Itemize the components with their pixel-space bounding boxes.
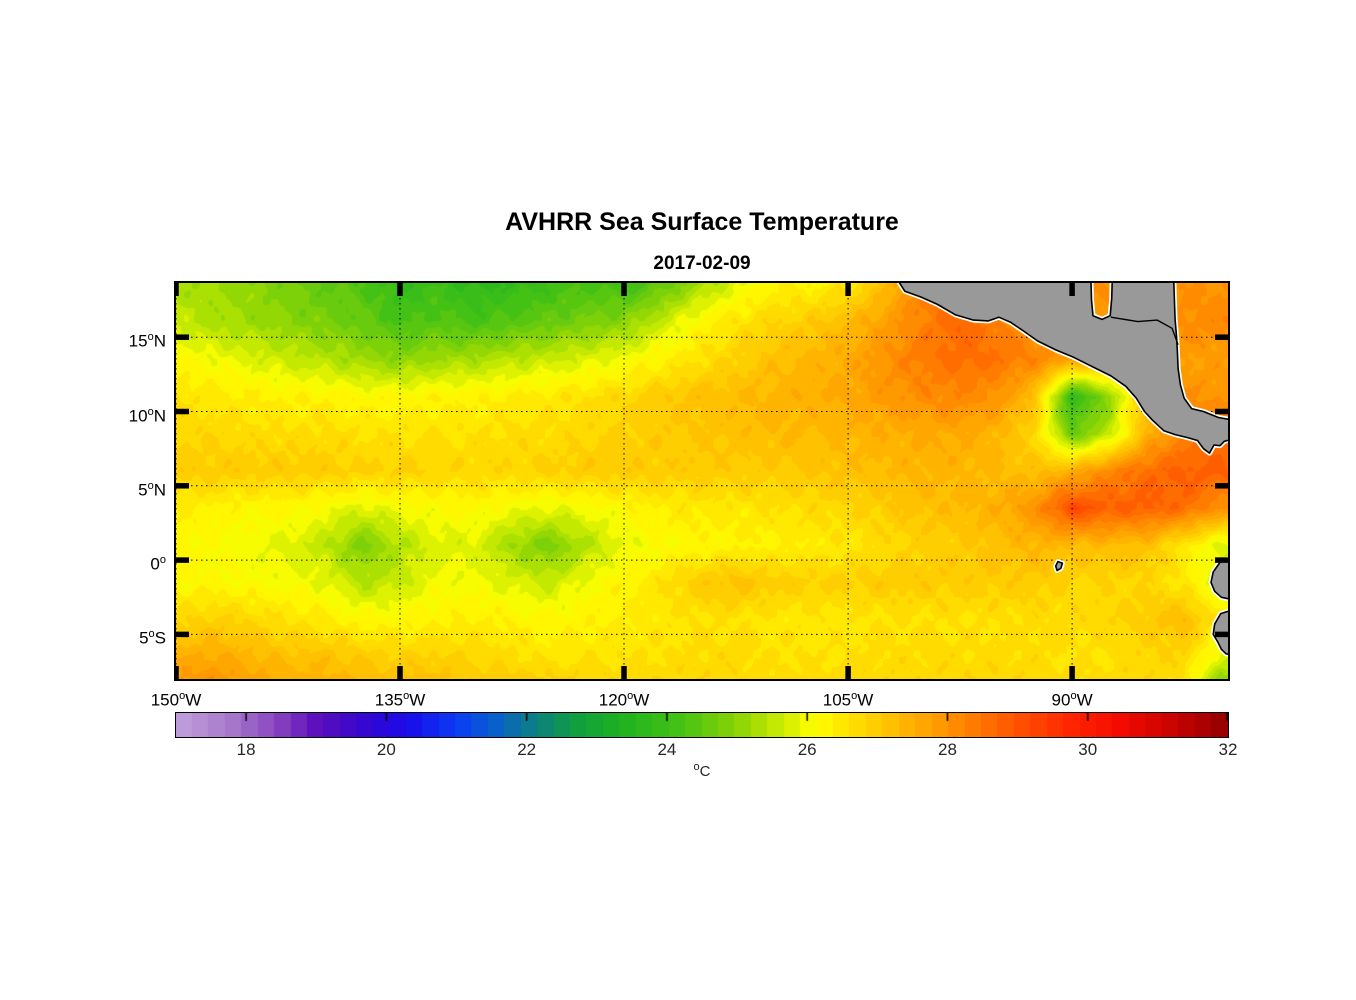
coastline-detail	[1110, 316, 1179, 345]
land-mass	[1054, 560, 1064, 572]
colorbar-tick-label: 30	[1078, 740, 1098, 759]
colorbar-canvas	[176, 713, 1228, 737]
colorbar-tick-label: 18	[236, 740, 256, 759]
colorbar-unit-label: oC	[693, 761, 711, 780]
chart-subtitle: 2017-02-09	[653, 253, 751, 274]
colorbar-tick-label: 20	[376, 740, 396, 759]
x-axis-tick-label: 135oW	[374, 690, 426, 710]
land-mass	[1210, 558, 1228, 600]
colorbar	[175, 712, 1229, 738]
land-mass	[898, 283, 1228, 454]
x-axis-tick-label: 120oW	[598, 690, 650, 710]
y-axis-tick-label: 15oN	[128, 331, 166, 351]
y-axis-tick-label: 5oN	[138, 479, 166, 500]
y-axis-tick-label: 10oN	[128, 405, 166, 426]
colorbar-tick-label: 26	[797, 740, 817, 759]
x-axis-tick-label: 105oW	[822, 690, 874, 710]
colorbar-tick-label: 24	[657, 740, 677, 759]
x-axis-tick-label: 90oW	[1051, 690, 1093, 710]
x-axis-tick-label: 150oW	[150, 690, 202, 710]
chart-title: AVHRR Sea Surface Temperature	[505, 208, 899, 236]
y-axis-tick-label: 0o	[150, 554, 166, 574]
map-axes	[174, 281, 1230, 681]
colorbar-tick-label: 22	[517, 740, 537, 759]
colorbar-tick-label: 32	[1218, 740, 1238, 759]
colorbar-tick-label: 28	[937, 740, 957, 759]
y-axis-tick-label: 5oS	[139, 628, 166, 649]
map-overlay-gridlines-land-ticks	[176, 283, 1228, 679]
map-plot-area	[176, 283, 1228, 679]
